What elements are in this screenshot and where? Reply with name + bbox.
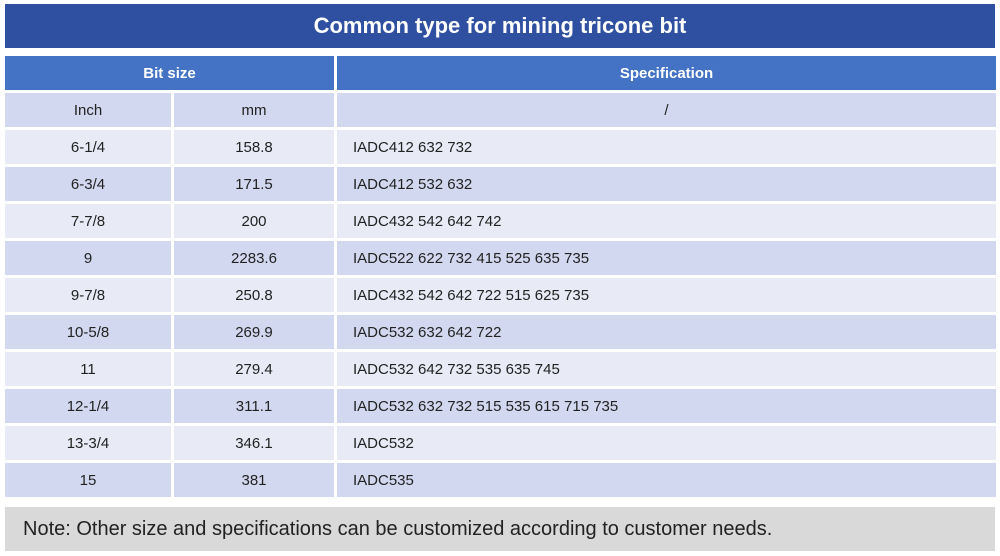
row-inch: 12-1/4	[5, 389, 171, 423]
row-mm: 250.8	[174, 278, 334, 312]
row-spec: IADC432 542 642 722 515 625 735	[337, 278, 996, 312]
row-mm: 269.9	[174, 315, 334, 349]
row-spec: IADC412 532 632	[337, 167, 996, 201]
subheader-spec: /	[337, 93, 996, 127]
row-inch: 10-5/8	[5, 315, 171, 349]
row-spec: IADC532 632 732 515 535 615 715 735	[337, 389, 996, 423]
row-inch: 15	[5, 463, 171, 497]
row-spec: IADC532 632 642 722	[337, 315, 996, 349]
row-inch: 11	[5, 352, 171, 386]
row-inch: 9-7/8	[5, 278, 171, 312]
row-inch: 9	[5, 241, 171, 275]
subheader-inch: Inch	[5, 93, 171, 127]
row-mm: 346.1	[174, 426, 334, 460]
row-inch: 7-7/8	[5, 204, 171, 238]
row-mm: 158.8	[174, 130, 334, 164]
row-spec: IADC522 622 732 415 525 635 735	[337, 241, 996, 275]
row-spec: IADC532	[337, 426, 996, 460]
table-title: Common type for mining tricone bit	[5, 4, 995, 48]
row-spec: IADC412 632 732	[337, 130, 996, 164]
row-mm: 171.5	[174, 167, 334, 201]
header-specification: Specification	[337, 56, 996, 90]
row-mm: 381	[174, 463, 334, 497]
subheader-mm: mm	[174, 93, 334, 127]
row-mm: 311.1	[174, 389, 334, 423]
row-mm: 2283.6	[174, 241, 334, 275]
row-spec: IADC532 642 732 535 635 745	[337, 352, 996, 386]
row-mm: 200	[174, 204, 334, 238]
row-mm: 279.4	[174, 352, 334, 386]
row-inch: 13-3/4	[5, 426, 171, 460]
header-bit-size: Bit size	[5, 56, 334, 90]
row-inch: 6-3/4	[5, 167, 171, 201]
row-spec: IADC432 542 642 742	[337, 204, 996, 238]
row-spec: IADC535	[337, 463, 996, 497]
footnote: Note: Other size and specifications can …	[5, 507, 995, 551]
spec-table: Bit size Specification Inch mm / 6-1/4 1…	[5, 56, 996, 497]
row-inch: 6-1/4	[5, 130, 171, 164]
